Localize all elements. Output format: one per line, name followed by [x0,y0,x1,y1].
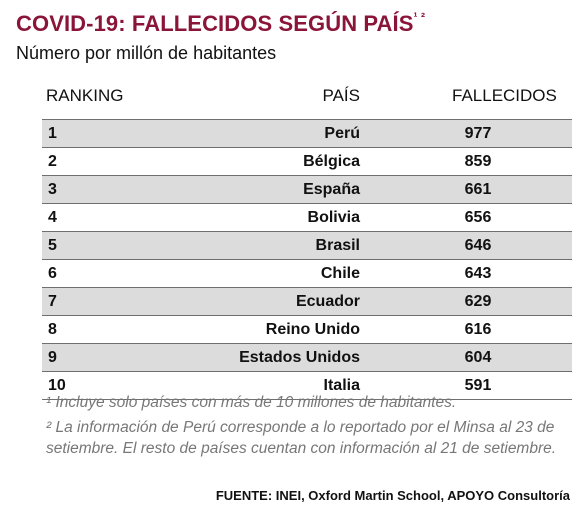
row-country: Bolivia [307,209,360,226]
row-value: 656 [464,209,492,226]
chart-subtitle: Número por millón de habitantes [16,43,277,63]
row-country: Estados Unidos [239,349,360,366]
row-value: 616 [464,321,492,338]
source-credit: FUENTE: INEI, Oxford Martin School, APOY… [215,488,570,503]
table-row: 3 España 661 [42,175,572,203]
footnote-2: ² La información de Perú corresponde a l… [46,419,557,457]
table-row: 9 Estados Unidos 604 [42,343,572,371]
row-value: 591 [464,377,492,394]
row-value: 977 [464,125,492,142]
row-rank: 2 [48,153,57,170]
ranking-table: 1 Perú 977 2 Bélgica 859 3 España 661 4 Bolivia 656… [42,119,572,400]
row-country: Brasil [315,237,360,254]
row-country: Perú [324,125,360,142]
row-rank: 5 [48,237,57,254]
chart-title-text: COVID-19: FALLECIDOS SEGÚN PAÍS [16,11,414,36]
row-value: 859 [464,153,492,170]
row-rank: 7 [48,293,57,310]
row-rank: 8 [48,321,57,338]
row-rank: 4 [48,209,57,226]
row-rank: 1 [48,125,57,142]
row-country: Ecuador [295,293,360,310]
row-rank: 9 [48,349,57,366]
table-row: 5 Brasil 646 [42,231,572,259]
table-row: 8 Reino Unido 616 [42,315,572,343]
row-value: 646 [464,237,492,254]
row-country: España [303,181,360,198]
row-value: 643 [464,265,492,282]
row-value: 629 [464,293,492,310]
row-rank: 10 [48,377,66,394]
chart-title-superscript: ¹ ² [413,10,426,24]
row-rank: 6 [48,265,57,282]
footnote-1: ¹ Incluye solo países con más de 10 mill… [46,394,457,411]
row-rank: 3 [48,181,57,198]
row-value: 604 [464,349,492,366]
row-country: Chile [320,265,360,282]
table-row: 2 Bélgica 859 [42,147,572,175]
row-country: Bélgica [303,153,360,170]
table-row: 10 Italia 591 [42,371,572,400]
header-pais: PAÍS [322,86,360,105]
table-row: 7 Ecuador 629 [42,287,572,315]
row-country: Reino Unido [265,321,360,338]
table-row: 6 Chile 643 [42,259,572,287]
table-row: 1 Perú 977 [42,119,572,147]
table-row: 4 Bolivia 656 [42,203,572,231]
header-fallecidos: FALLECIDOS [452,86,557,105]
header-ranking: RANKING [46,86,124,105]
row-country: Italia [323,377,360,394]
chart-title: COVID-19: FALLECIDOS SEGÚN PAÍS¹ ² [16,10,425,37]
row-value: 661 [464,181,492,198]
